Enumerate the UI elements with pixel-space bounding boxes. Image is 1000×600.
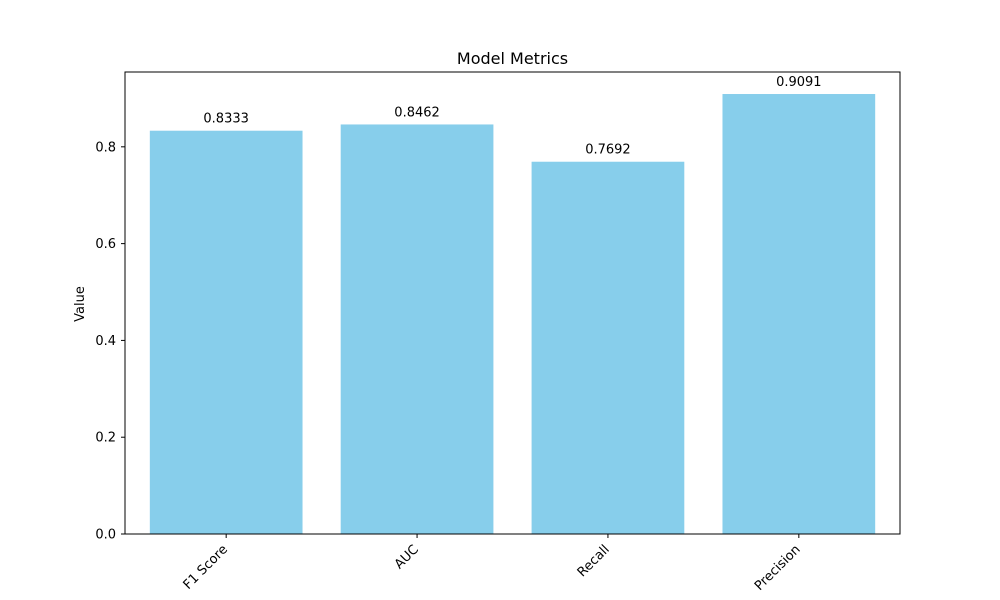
data-label: 0.9091 xyxy=(776,75,822,90)
plot-frame xyxy=(124,71,901,535)
bar xyxy=(531,161,685,535)
chart-title: Model Metrics xyxy=(457,49,568,68)
y-tick-label: 0.4 xyxy=(95,334,116,349)
bar xyxy=(340,124,494,535)
y-tick-label: 0.8 xyxy=(95,140,116,155)
y-tick-label: 0.2 xyxy=(95,431,116,446)
y-axis-label: Value xyxy=(73,286,88,322)
data-label: 0.8462 xyxy=(394,105,440,120)
data-label: 0.7692 xyxy=(585,143,631,158)
data-label: 0.8333 xyxy=(203,112,249,127)
bar xyxy=(722,94,876,535)
bar xyxy=(149,130,303,534)
y-tick-label: 0.6 xyxy=(95,237,116,252)
y-tick-label: 0.0 xyxy=(95,528,116,543)
